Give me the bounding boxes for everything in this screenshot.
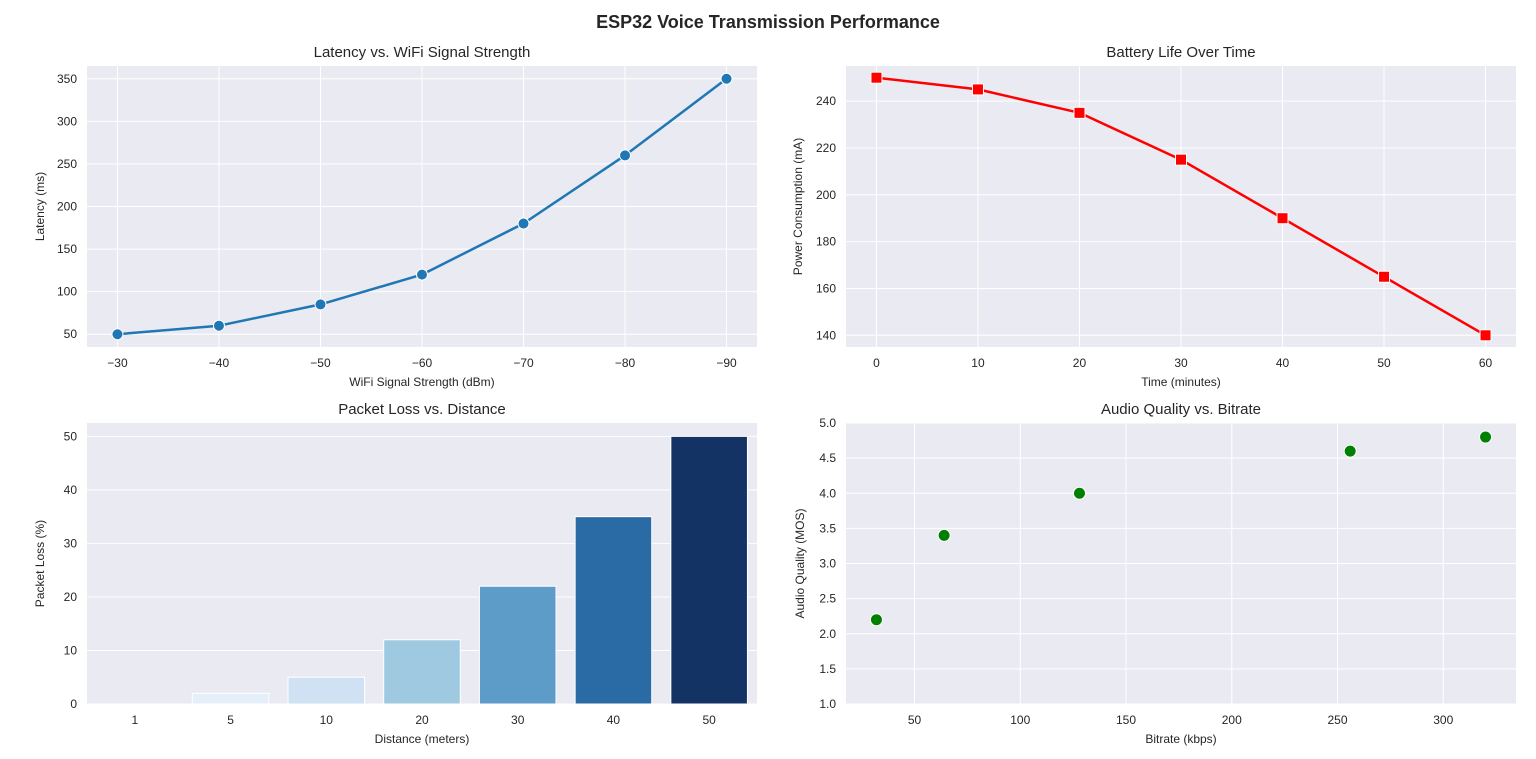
chart-battery: 140 160 180 200 220 240 0 10 20 30 40 50 60 Battery L… bbox=[791, 44, 1516, 389]
y-tick-label: 10 bbox=[64, 643, 78, 657]
y-tick-label: 240 bbox=[816, 94, 836, 108]
y-tick-label: 1.5 bbox=[819, 662, 836, 676]
chart-packet: 0 10 20 30 40 50 1 5 10 20 30 40 50 Packet Loss vs. D… bbox=[33, 401, 757, 746]
y-tick-label: 160 bbox=[816, 281, 836, 295]
y-tick-label: 180 bbox=[816, 235, 836, 249]
y-tick-label: 40 bbox=[64, 483, 78, 497]
y-tick-label: 2.5 bbox=[819, 592, 836, 606]
data-point bbox=[720, 72, 733, 85]
y-axis-label: Packet Loss (%) bbox=[33, 520, 47, 607]
bar bbox=[670, 435, 748, 705]
y-tick-label: 250 bbox=[57, 157, 77, 171]
x-tick-label: 200 bbox=[1222, 713, 1242, 727]
y-axis-label: Latency (ms) bbox=[33, 172, 47, 241]
y-tick-label: 100 bbox=[57, 285, 77, 299]
bar bbox=[191, 692, 270, 705]
y-tick-label: 1.0 bbox=[819, 697, 836, 711]
data-point bbox=[1073, 106, 1086, 119]
y-tick-label: 4.0 bbox=[819, 486, 836, 500]
x-tick-label: 40 bbox=[607, 713, 621, 727]
data-point bbox=[111, 328, 124, 341]
x-tick-label: −90 bbox=[716, 356, 737, 370]
data-point bbox=[870, 71, 883, 84]
x-tick-label: 10 bbox=[320, 713, 334, 727]
y-tick-label: 200 bbox=[816, 188, 836, 202]
x-tick-label: 150 bbox=[1116, 713, 1136, 727]
y-tick-label: 200 bbox=[57, 200, 77, 214]
y-tick-label: 3.0 bbox=[819, 557, 836, 571]
x-tick-label: 30 bbox=[511, 713, 525, 727]
x-tick-label: 300 bbox=[1433, 713, 1453, 727]
data-point bbox=[1479, 430, 1493, 444]
x-tick-label: −70 bbox=[513, 356, 534, 370]
data-point bbox=[869, 613, 883, 627]
y-tick-label: 5.0 bbox=[819, 416, 836, 430]
data-point bbox=[517, 217, 530, 230]
data-point bbox=[619, 149, 632, 162]
x-tick-label: 100 bbox=[1010, 713, 1030, 727]
data-point bbox=[1479, 329, 1492, 342]
y-tick-label: 3.5 bbox=[819, 521, 836, 535]
x-tick-label: −60 bbox=[412, 356, 433, 370]
chart-title: Audio Quality vs. Bitrate bbox=[1101, 401, 1261, 418]
chart-latency: 50 100 150 200 250 300 350 −30 −40 −50 −60 −70 −80 −9… bbox=[33, 44, 757, 389]
x-tick-label: −40 bbox=[209, 356, 230, 370]
y-tick-label: 350 bbox=[57, 72, 77, 86]
x-tick-label: 50 bbox=[1377, 356, 1391, 370]
x-tick-label: 20 bbox=[1073, 356, 1087, 370]
chart-title: Latency vs. WiFi Signal Strength bbox=[314, 44, 531, 61]
y-tick-label: 20 bbox=[64, 590, 78, 604]
x-tick-label: 50 bbox=[908, 713, 922, 727]
x-tick-label: 20 bbox=[415, 713, 429, 727]
x-tick-label: 40 bbox=[1276, 356, 1290, 370]
x-tick-label: −50 bbox=[310, 356, 331, 370]
data-point bbox=[1378, 270, 1391, 283]
x-axis-label: Time (minutes) bbox=[1141, 375, 1221, 389]
y-tick-label: 220 bbox=[816, 141, 836, 155]
x-tick-label: 5 bbox=[227, 713, 234, 727]
x-axis-label: WiFi Signal Strength (dBm) bbox=[349, 375, 494, 389]
y-tick-label: 300 bbox=[57, 114, 77, 128]
y-tick-label: 50 bbox=[64, 327, 78, 341]
y-tick-label: 4.5 bbox=[819, 451, 836, 465]
data-point bbox=[1276, 212, 1289, 225]
data-point bbox=[1175, 153, 1187, 166]
data-point bbox=[1343, 444, 1357, 458]
x-tick-label: 50 bbox=[702, 713, 716, 727]
x-tick-label: 1 bbox=[132, 713, 139, 727]
y-tick-label: 0 bbox=[70, 697, 77, 711]
y-tick-label: 150 bbox=[57, 242, 77, 256]
data-point bbox=[1072, 486, 1086, 500]
x-tick-label: 0 bbox=[873, 356, 880, 370]
y-axis-label: Power Consumption (mA) bbox=[791, 138, 805, 275]
y-tick-label: 50 bbox=[64, 429, 78, 443]
x-tick-label: −80 bbox=[615, 356, 636, 370]
data-point bbox=[416, 268, 428, 281]
x-axis-label: Distance (meters) bbox=[375, 732, 470, 746]
y-axis-label: Audio Quality (MOS) bbox=[793, 508, 807, 618]
y-tick-label: 30 bbox=[64, 536, 78, 550]
x-tick-label: 10 bbox=[971, 356, 985, 370]
y-tick-label: 2.0 bbox=[819, 627, 836, 641]
x-tick-label: 30 bbox=[1174, 356, 1188, 370]
y-tick-label: 140 bbox=[816, 328, 836, 342]
data-point bbox=[314, 298, 327, 311]
data-point bbox=[971, 83, 984, 96]
bar bbox=[383, 639, 461, 705]
figure-suptitle: ESP32 Voice Transmission Performance bbox=[596, 12, 940, 32]
x-axis-label: Bitrate (kbps) bbox=[1145, 732, 1216, 746]
chart-title: Battery Life Over Time bbox=[1106, 44, 1255, 61]
bar bbox=[478, 585, 557, 705]
bar bbox=[574, 516, 653, 705]
x-tick-label: −30 bbox=[107, 356, 128, 370]
data-point bbox=[937, 528, 951, 542]
x-tick-label: 250 bbox=[1327, 713, 1347, 727]
x-tick-label: 60 bbox=[1479, 356, 1493, 370]
bar bbox=[287, 676, 366, 705]
chart-audio: 1.0 1.5 2.0 2.5 3.0 3.5 4.0 4.5 5.0 50 100 150 200 25… bbox=[793, 401, 1516, 746]
chart-title: Packet Loss vs. Distance bbox=[338, 401, 506, 418]
data-point bbox=[212, 319, 225, 332]
